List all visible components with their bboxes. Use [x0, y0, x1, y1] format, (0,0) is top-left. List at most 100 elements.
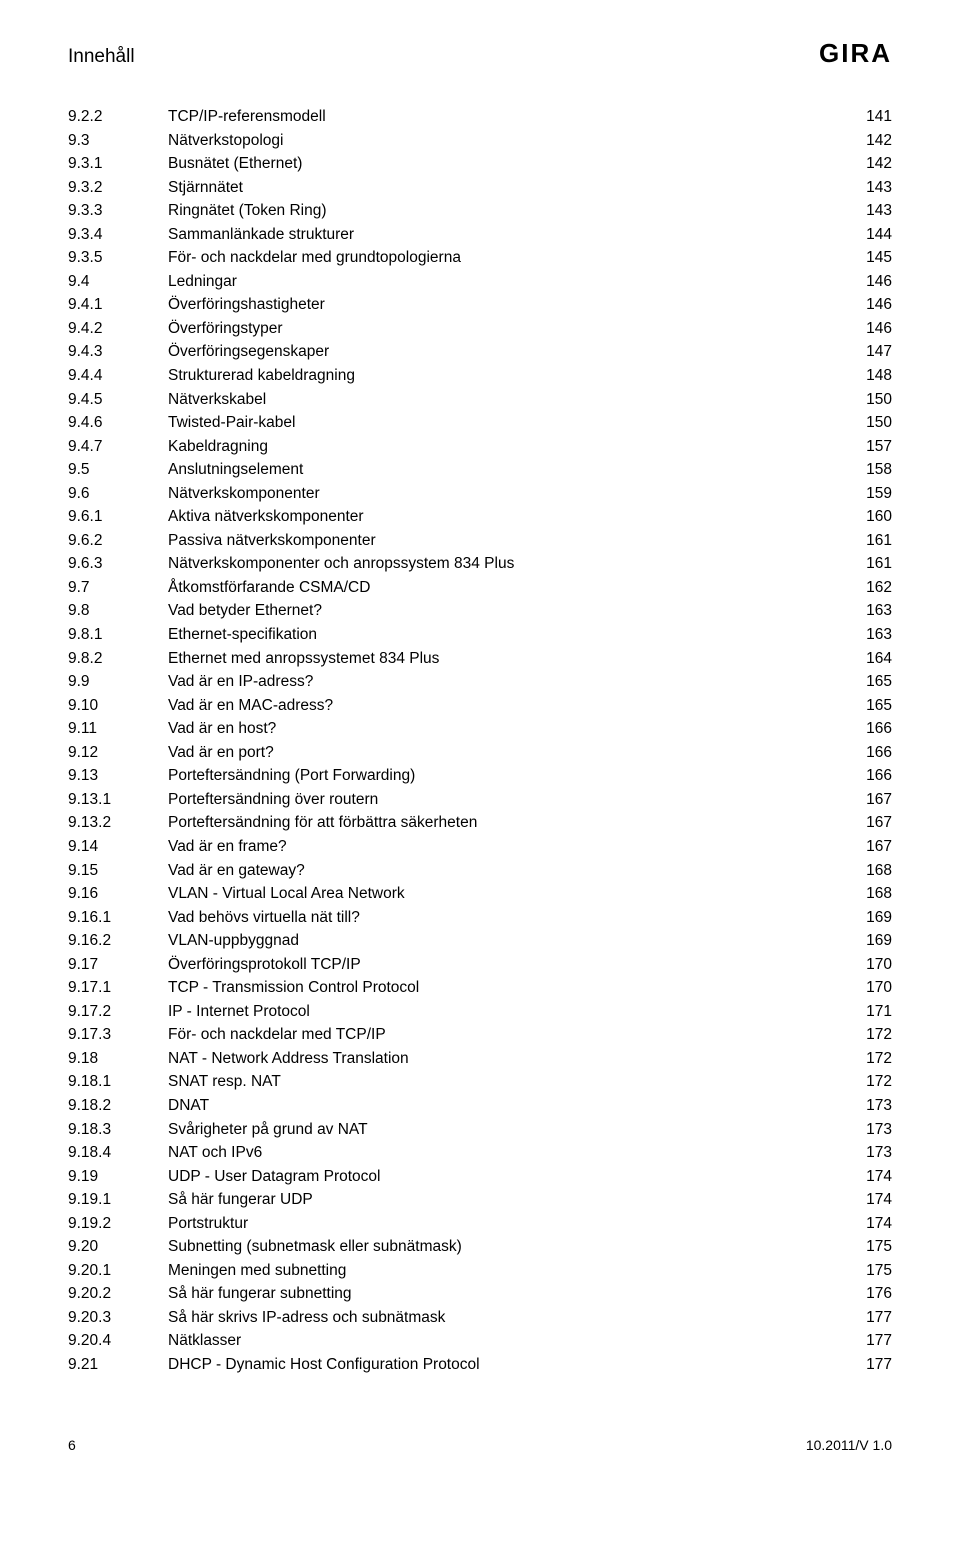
toc-row: 9.4.5Nätverkskabel150 — [68, 388, 892, 412]
toc-section-number: 9.4.6 — [68, 411, 168, 435]
toc-section-title: Anslutningselement — [168, 458, 303, 482]
toc-page-number: 175 — [860, 1259, 892, 1283]
toc-section-number: 9.19.1 — [68, 1188, 168, 1212]
footer-page-number: 6 — [68, 1437, 76, 1453]
toc-row: 9.3.2Stjärnnätet143 — [68, 176, 892, 200]
toc-section-title: Strukturerad kabeldragning — [168, 364, 355, 388]
toc-section-title: Vad är en frame? — [168, 835, 287, 859]
toc-page-number: 166 — [860, 741, 892, 765]
toc-page-number: 170 — [860, 953, 892, 977]
toc-section-title: Nätverkskomponenter och anropssystem 834… — [168, 552, 514, 576]
toc-section-number: 9.3.4 — [68, 223, 168, 247]
toc-section-number: 9.19 — [68, 1165, 168, 1189]
toc-section-title: Ledningar — [168, 270, 237, 294]
toc-page-number: 168 — [860, 882, 892, 906]
toc-section-number: 9.13.1 — [68, 788, 168, 812]
toc-section-number: 9.4.4 — [68, 364, 168, 388]
toc-section-title: Vad är en MAC-adress? — [168, 694, 333, 718]
toc-section-number: 9.4.2 — [68, 317, 168, 341]
toc-section-number: 9.20 — [68, 1235, 168, 1259]
toc-section-title: Vad är en host? — [168, 717, 276, 741]
toc-row: 9.17.2IP - Internet Protocol171 — [68, 1000, 892, 1024]
toc-section-title: För- och nackdelar med grundtopologierna — [168, 246, 461, 270]
toc-section-number: 9.16.2 — [68, 929, 168, 953]
toc-page-number: 177 — [860, 1329, 892, 1353]
toc-row: 9.13.1Porteftersändning över routern167 — [68, 788, 892, 812]
toc-row: 9.4.3Överföringsegenskaper147 — [68, 340, 892, 364]
toc-section-title: TCP/IP-referensmodell — [168, 105, 326, 129]
toc-row: 9.18.1SNAT resp. NAT172 — [68, 1070, 892, 1094]
toc-section-title: Vad betyder Ethernet? — [168, 599, 322, 623]
toc-section-title: Vad är en gateway? — [168, 859, 305, 883]
toc-row: 9.10Vad är en MAC-adress?165 — [68, 694, 892, 718]
toc-page-number: 142 — [860, 152, 892, 176]
toc-section-title: För- och nackdelar med TCP/IP — [168, 1023, 386, 1047]
toc-row: 9.3.4Sammanlänkade strukturer144 — [68, 223, 892, 247]
toc-page-number: 141 — [860, 105, 892, 129]
toc-section-number: 9.3.2 — [68, 176, 168, 200]
toc-section-title: Stjärnnätet — [168, 176, 243, 200]
toc-page-number: 177 — [860, 1306, 892, 1330]
toc-row: 9.18NAT - Network Address Translation172 — [68, 1047, 892, 1071]
toc-section-number: 9.13.2 — [68, 811, 168, 835]
toc-row: 9.20Subnetting (subnetmask eller subnätm… — [68, 1235, 892, 1259]
toc-page-number: 150 — [860, 388, 892, 412]
toc-section-number: 9.4.5 — [68, 388, 168, 412]
toc-section-number: 9.15 — [68, 859, 168, 883]
toc-page-number: 163 — [860, 599, 892, 623]
toc-page-number: 169 — [860, 906, 892, 930]
toc-section-number: 9.20.3 — [68, 1306, 168, 1330]
toc-section-number: 9.17.3 — [68, 1023, 168, 1047]
toc-page-number: 172 — [860, 1070, 892, 1094]
toc-row: 9.6Nätverkskomponenter159 — [68, 482, 892, 506]
toc-page-number: 166 — [860, 764, 892, 788]
toc-section-title: Så här fungerar subnetting — [168, 1282, 352, 1306]
toc-row: 9.4.1Överföringshastigheter146 — [68, 293, 892, 317]
toc-row: 9.6.1Aktiva nätverkskomponenter160 — [68, 505, 892, 529]
toc-page-number: 174 — [860, 1188, 892, 1212]
toc-row: 9.19.1Så här fungerar UDP174 — [68, 1188, 892, 1212]
toc-row: 9.20.2Så här fungerar subnetting176 — [68, 1282, 892, 1306]
toc-page-number: 174 — [860, 1212, 892, 1236]
toc-row: 9.4.4Strukturerad kabeldragning148 — [68, 364, 892, 388]
toc-page-number: 143 — [860, 199, 892, 223]
toc-section-title: Twisted-Pair-kabel — [168, 411, 296, 435]
toc-section-title: Kabeldragning — [168, 435, 268, 459]
toc-section-title: Vad behövs virtuella nät till? — [168, 906, 360, 930]
toc-section-number: 9.18 — [68, 1047, 168, 1071]
toc-section-number: 9.6 — [68, 482, 168, 506]
toc-page-number: 165 — [860, 670, 892, 694]
toc-row: 9.9Vad är en IP-adress?165 — [68, 670, 892, 694]
toc-section-number: 9.3.3 — [68, 199, 168, 223]
toc-page-number: 175 — [860, 1235, 892, 1259]
toc-section-number: 9.16.1 — [68, 906, 168, 930]
toc-section-number: 9.4 — [68, 270, 168, 294]
toc-row: 9.3Nätverkstopologi142 — [68, 129, 892, 153]
brand-logo: GIRA — [819, 38, 892, 69]
toc-page-number: 146 — [860, 293, 892, 317]
toc-row: 9.7Åtkomstförfarande CSMA/CD162 — [68, 576, 892, 600]
toc-row: 9.16VLAN - Virtual Local Area Network168 — [68, 882, 892, 906]
toc-section-number: 9.18.2 — [68, 1094, 168, 1118]
toc-page-number: 157 — [860, 435, 892, 459]
page-header: Innehåll GIRA — [68, 38, 892, 69]
page: Innehåll GIRA 9.2.2TCP/IP-referensmodell… — [0, 0, 960, 1493]
toc-section-number: 9.17.1 — [68, 976, 168, 1000]
toc-section-number: 9.6.2 — [68, 529, 168, 553]
toc-row: 9.15Vad är en gateway?168 — [68, 859, 892, 883]
toc-page-number: 167 — [860, 811, 892, 835]
toc-section-title: Sammanlänkade strukturer — [168, 223, 354, 247]
toc-page-number: 161 — [860, 552, 892, 576]
toc-section-title: NAT och IPv6 — [168, 1141, 262, 1165]
toc-page-number: 146 — [860, 317, 892, 341]
toc-page-number: 173 — [860, 1141, 892, 1165]
toc-section-title: Porteftersändning över routern — [168, 788, 378, 812]
toc-row: 9.6.2Passiva nätverkskomponenter161 — [68, 529, 892, 553]
toc-section-number: 9.17.2 — [68, 1000, 168, 1024]
toc-section-title: Överföringstyper — [168, 317, 283, 341]
toc-page-number: 170 — [860, 976, 892, 1000]
toc-section-title: VLAN - Virtual Local Area Network — [168, 882, 405, 906]
toc-section-title: Passiva nätverkskomponenter — [168, 529, 376, 553]
toc-section-number: 9.19.2 — [68, 1212, 168, 1236]
toc-page-number: 167 — [860, 835, 892, 859]
